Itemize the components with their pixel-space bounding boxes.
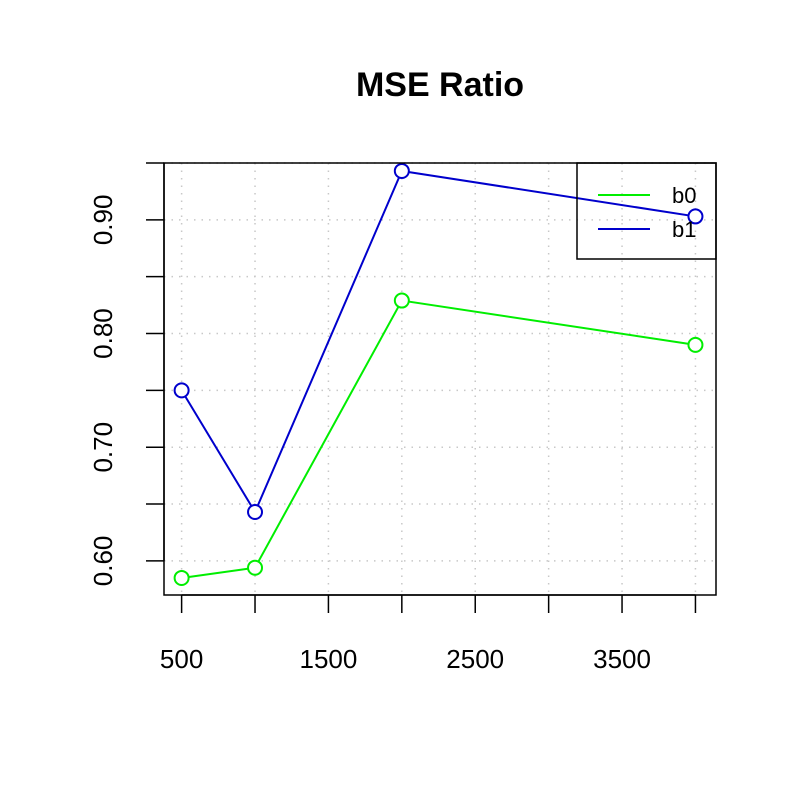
series-layer [173, 162, 704, 586]
chart-title: MSE Ratio [356, 66, 524, 104]
data-point-b0 [687, 336, 704, 353]
data-point-b1 [687, 208, 704, 225]
x-tick-label: 2500 [446, 644, 504, 674]
legend-label-b1: b1 [672, 217, 696, 242]
y-tick-label: 0.70 [88, 422, 118, 473]
y-tick-label: 0.80 [88, 308, 118, 359]
y-tick-label: 0.60 [88, 536, 118, 587]
x-tick-label: 3500 [593, 644, 651, 674]
grid [164, 162, 716, 595]
x-axis: 500 1500 2500 3500 [160, 594, 697, 674]
series-line-b1 [180, 169, 696, 515]
data-point-b1 [173, 382, 190, 399]
data-point-b1 [247, 504, 264, 521]
data-point-b0 [247, 559, 264, 576]
y-tick-label: 0.90 [88, 195, 118, 246]
data-point-b1 [393, 162, 410, 179]
y-axis: 0.60 0.70 0.80 0.90 [88, 162, 165, 587]
x-tick-label: 1500 [300, 644, 358, 674]
plot-frame [163, 162, 717, 596]
legend-label-b0: b0 [672, 183, 696, 208]
legend-box [576, 162, 717, 260]
data-point-b0 [173, 569, 190, 586]
series-line-b0 [181, 299, 696, 579]
data-point-b0 [393, 292, 410, 309]
x-tick-label: 500 [160, 644, 203, 674]
